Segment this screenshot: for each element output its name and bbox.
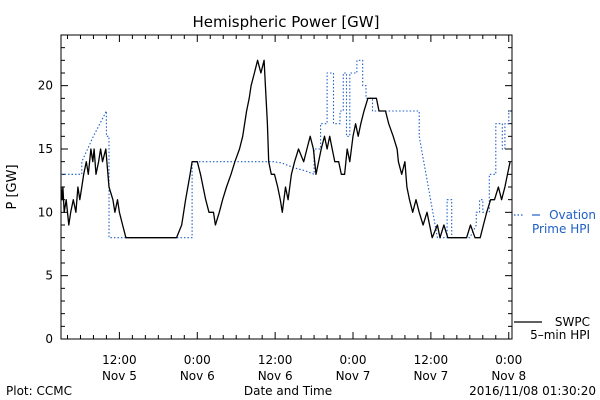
y-tick-label: 5	[45, 269, 53, 283]
x-axis-label: Date and Time	[244, 384, 332, 398]
y-tick-label: 10	[38, 205, 53, 219]
x-tick-label-time: 12:00	[258, 353, 293, 367]
x-tick-label-time: 12:00	[102, 353, 137, 367]
x-axis-ticks: 12:00 Nov 5 0:00 Nov 6 12:00 Nov 6 0:00 Nov 7 12…	[66, 35, 526, 383]
x-tick-label-date: Nov 7	[413, 369, 448, 383]
y-tick-label: 15	[38, 142, 53, 156]
x-tick-label-date: Nov 8	[491, 369, 526, 383]
x-tick-label-date: Nov 5	[102, 369, 137, 383]
y-tick-label: 0	[45, 332, 53, 346]
x-tick-label-time: 0:00	[184, 353, 211, 367]
plot-credit: Plot: CCMC	[6, 384, 72, 398]
plot-timestamp: 2016/11/08 01:30:20	[469, 384, 596, 398]
legend-ovation-label-2: Prime HPI	[532, 222, 590, 236]
x-tick-label-date: Nov 6	[258, 369, 293, 383]
series-layer	[60, 59, 512, 239]
series-swpc-line	[60, 59, 511, 239]
legend-swpc-label-2: 5–min HPI	[530, 328, 590, 342]
chart-title: Hemispheric Power [GW]	[193, 13, 380, 31]
y-axis-ticks: 0 5 10 15 20	[38, 34, 512, 346]
x-tick-label-time: 0:00	[340, 353, 367, 367]
series-ovation-line	[61, 59, 512, 239]
legend-ovation: Ovation Prime HPI	[514, 208, 596, 236]
x-tick-label-date: Nov 6	[180, 369, 215, 383]
x-tick-label-time: 0:00	[495, 353, 522, 367]
legend-swpc: SWPC 5–min HPI	[514, 315, 590, 342]
legend-ovation-label-1: Ovation	[549, 208, 596, 222]
y-tick-label: 20	[38, 79, 53, 93]
y-axis-label: P [GW]	[5, 164, 20, 209]
x-tick-label-date: Nov 7	[336, 369, 371, 383]
x-tick-label-time: 12:00	[414, 353, 449, 367]
legend-swpc-label-1: SWPC	[555, 315, 590, 329]
plot-frame	[60, 34, 513, 340]
